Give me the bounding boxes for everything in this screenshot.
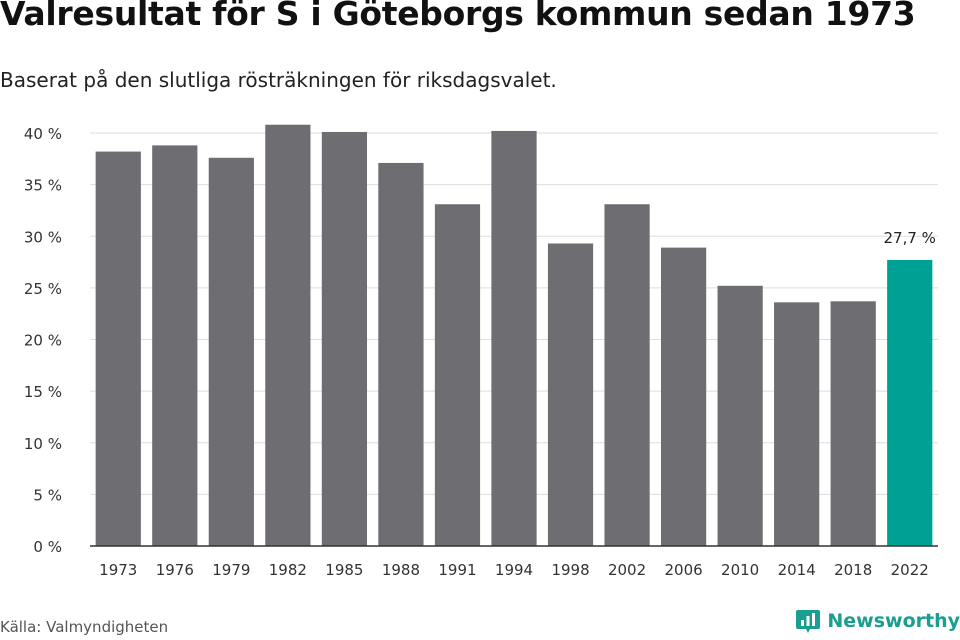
x-tick-label: 1982 (269, 561, 307, 579)
bar (660, 247, 707, 547)
bar (774, 302, 820, 546)
y-tick-label: 35 % (24, 177, 62, 195)
bar-chart: 0 % 5 % 10 % 15 % 20 % 25 % 30 % 35 % 40 % 1973 19… (24, 124, 938, 579)
bar (378, 162, 424, 546)
x-tick-label: 2010 (721, 561, 759, 579)
y-tick-label: 20 % (24, 332, 62, 350)
x-tick-label: 1991 (438, 561, 476, 579)
x-tick-label: 2002 (608, 561, 646, 579)
y-tick-label: 15 % (24, 383, 62, 401)
x-tick-label: 1976 (156, 561, 194, 579)
bar (265, 124, 311, 547)
bar (95, 151, 141, 546)
brand-logo: Newsworthy (795, 608, 960, 634)
y-tick-label: 40 % (24, 125, 62, 143)
bar (717, 285, 763, 546)
newsworthy-logo-icon (796, 610, 821, 633)
x-tick-label: 1988 (382, 561, 420, 579)
x-tick-label: 1994 (495, 561, 533, 579)
bar (491, 130, 537, 546)
bar (604, 204, 650, 546)
bar (208, 157, 254, 546)
bar (434, 204, 481, 546)
y-tick-label: 30 % (24, 228, 62, 246)
x-tick-label: 2022 (891, 561, 929, 579)
x-tick-label: 1998 (551, 561, 589, 579)
bar (547, 243, 594, 547)
bar (830, 301, 876, 546)
brand-name: Newsworthy (827, 610, 960, 632)
y-tick-label: 5 % (33, 486, 62, 504)
y-tick-label: 10 % (24, 435, 62, 453)
chart-subtitle: Baserat på den slutliga rösträkningen fö… (0, 68, 557, 92)
x-tick-label: 2018 (834, 561, 872, 579)
bar (152, 145, 198, 546)
x-tick-label: 1973 (99, 561, 137, 579)
bar (887, 259, 933, 546)
y-tick-label: 0 % (33, 538, 62, 556)
x-tick-label: 1979 (212, 561, 250, 579)
source-note: Källa: Valmyndigheten (0, 618, 169, 636)
x-tick-label: 1985 (325, 561, 363, 579)
chart-title: Valresultat för S i Göteborgs kommun sed… (0, 0, 916, 33)
y-tick-label: 25 % (24, 280, 62, 298)
x-tick-label: 2006 (665, 561, 703, 579)
x-tick-label: 2014 (778, 561, 816, 579)
data-label: 27,7 % (884, 229, 936, 247)
bar (321, 131, 368, 546)
